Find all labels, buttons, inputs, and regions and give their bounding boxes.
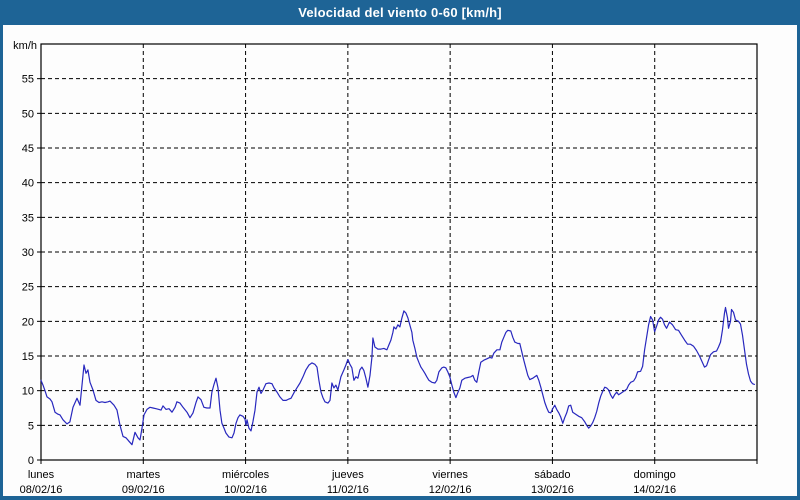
x-day-label: martes (126, 469, 160, 481)
y-tick-label: 15 (22, 351, 34, 363)
x-date-label: 11/02/16 (327, 484, 369, 496)
chart-panel: 0 5 10 15 20 25 30 35 40 45 50 55 km/h lunes 08/02/16 m… (3, 25, 797, 496)
y-tick-label: 45 (22, 143, 34, 155)
x-date-label: 13/02/16 (531, 484, 574, 496)
x-date-label: 14/02/16 (633, 484, 676, 496)
y-tick-label: 5 (28, 420, 34, 432)
window-title-bar: Velocidad del viento 0-60 [km/h] (0, 0, 800, 25)
x-day-label: jueves (331, 469, 364, 481)
x-date-label: 12/02/16 (429, 484, 472, 496)
y-axis-unit-label: km/h (13, 40, 37, 52)
x-date-label: 10/02/16 (224, 484, 267, 496)
x-date-label: 09/02/16 (122, 484, 165, 496)
x-day-label: miércoles (222, 469, 270, 481)
y-tick-label: 10 (22, 386, 34, 398)
y-tick-label: 30 (22, 247, 34, 259)
x-day-label: sábado (534, 469, 570, 481)
y-tick-label: 55 (22, 74, 34, 86)
y-tick-label: 0 (28, 455, 34, 467)
wind-speed-line (40, 306, 756, 446)
y-tick-label: 35 (22, 212, 34, 224)
x-day-label: viernes (432, 469, 468, 481)
y-tick-label: 20 (22, 316, 34, 328)
window-title: Velocidad del viento 0-60 [km/h] (298, 5, 502, 20)
y-tick-label: 25 (22, 282, 34, 294)
wind-speed-chart: 0 5 10 15 20 25 30 35 40 45 50 55 km/h lunes 08/02/16 m… (13, 40, 758, 496)
x-day-label: lunes (28, 469, 55, 481)
x-day-label: domingo (634, 469, 676, 481)
y-tick-label: 50 (22, 108, 34, 120)
y-tick-label: 40 (22, 178, 34, 190)
plot-border (40, 43, 758, 461)
x-date-label: 08/02/16 (20, 484, 63, 496)
